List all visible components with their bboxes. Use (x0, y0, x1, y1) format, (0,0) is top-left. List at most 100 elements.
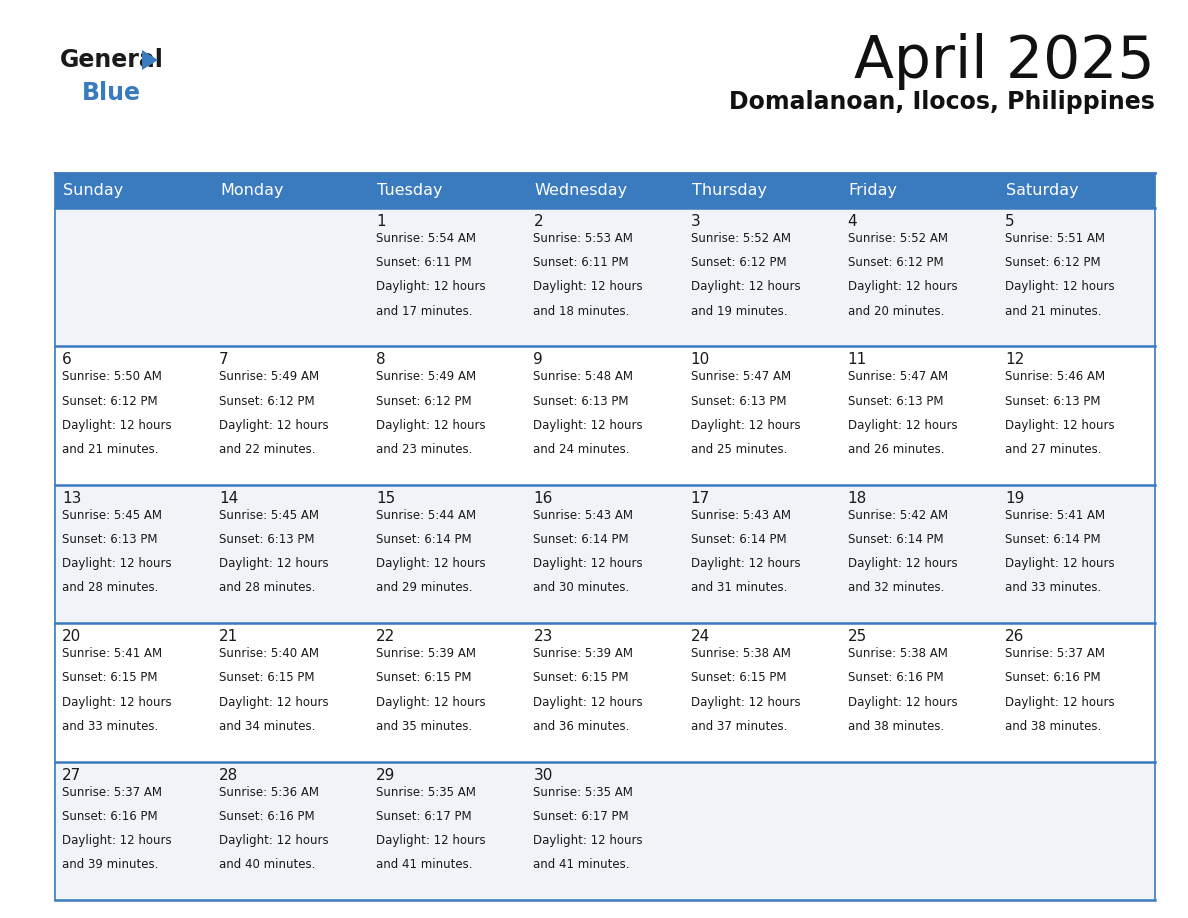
Text: Sunset: 6:15 PM: Sunset: 6:15 PM (533, 671, 628, 685)
Text: Sunrise: 5:37 AM: Sunrise: 5:37 AM (62, 786, 162, 799)
Text: and 39 minutes.: and 39 minutes. (62, 858, 158, 871)
Bar (55, 762, 1155, 900)
Text: and 18 minutes.: and 18 minutes. (533, 305, 630, 318)
Text: Daylight: 12 hours: Daylight: 12 hours (1005, 696, 1114, 709)
Text: Daylight: 12 hours: Daylight: 12 hours (62, 696, 171, 709)
Text: Domalanoan, Ilocos, Philippines: Domalanoan, Ilocos, Philippines (729, 90, 1155, 114)
Text: 13: 13 (62, 491, 81, 506)
Text: and 21 minutes.: and 21 minutes. (1005, 305, 1101, 318)
Text: Sunset: 6:12 PM: Sunset: 6:12 PM (690, 256, 786, 269)
Text: 9: 9 (533, 353, 543, 367)
Text: and 38 minutes.: and 38 minutes. (848, 720, 944, 733)
Text: Sunset: 6:16 PM: Sunset: 6:16 PM (1005, 671, 1100, 685)
Text: Daylight: 12 hours: Daylight: 12 hours (219, 557, 329, 570)
Text: 23: 23 (533, 629, 552, 644)
Text: Sunrise: 5:40 AM: Sunrise: 5:40 AM (219, 647, 320, 660)
Text: 26: 26 (1005, 629, 1024, 644)
Text: 15: 15 (377, 491, 396, 506)
Text: Daylight: 12 hours: Daylight: 12 hours (690, 419, 801, 431)
Text: 24: 24 (690, 629, 709, 644)
Text: 6: 6 (62, 353, 71, 367)
Text: Daylight: 12 hours: Daylight: 12 hours (848, 696, 958, 709)
Text: Sunrise: 5:48 AM: Sunrise: 5:48 AM (533, 370, 633, 384)
Text: Daylight: 12 hours: Daylight: 12 hours (377, 834, 486, 847)
Text: and 40 minutes.: and 40 minutes. (219, 858, 316, 871)
Text: Sunset: 6:13 PM: Sunset: 6:13 PM (219, 533, 315, 546)
Text: Daylight: 12 hours: Daylight: 12 hours (690, 696, 801, 709)
Text: Sunset: 6:15 PM: Sunset: 6:15 PM (219, 671, 315, 685)
Polygon shape (143, 50, 158, 70)
Text: and 41 minutes.: and 41 minutes. (377, 858, 473, 871)
Text: Sunset: 6:12 PM: Sunset: 6:12 PM (62, 395, 158, 408)
Text: 25: 25 (848, 629, 867, 644)
Text: Sunset: 6:13 PM: Sunset: 6:13 PM (848, 395, 943, 408)
Text: and 38 minutes.: and 38 minutes. (1005, 720, 1101, 733)
Text: Sunrise: 5:52 AM: Sunrise: 5:52 AM (690, 232, 790, 245)
Text: and 28 minutes.: and 28 minutes. (219, 581, 316, 595)
Text: and 20 minutes.: and 20 minutes. (848, 305, 944, 318)
Text: Sunset: 6:11 PM: Sunset: 6:11 PM (377, 256, 472, 269)
Text: and 17 minutes.: and 17 minutes. (377, 305, 473, 318)
Bar (841, 173, 998, 208)
Text: 1: 1 (377, 214, 386, 229)
Text: Sunday: Sunday (63, 183, 124, 198)
Text: 28: 28 (219, 767, 239, 783)
Text: Sunrise: 5:44 AM: Sunrise: 5:44 AM (377, 509, 476, 521)
Text: Daylight: 12 hours: Daylight: 12 hours (377, 419, 486, 431)
Text: Sunset: 6:14 PM: Sunset: 6:14 PM (533, 533, 630, 546)
Text: Daylight: 12 hours: Daylight: 12 hours (533, 419, 643, 431)
Text: 18: 18 (848, 491, 867, 506)
Text: 2: 2 (533, 214, 543, 229)
Text: Daylight: 12 hours: Daylight: 12 hours (533, 557, 643, 570)
Text: Sunrise: 5:47 AM: Sunrise: 5:47 AM (690, 370, 791, 384)
Text: Sunrise: 5:39 AM: Sunrise: 5:39 AM (377, 647, 476, 660)
Text: and 29 minutes.: and 29 minutes. (377, 581, 473, 595)
Text: Sunrise: 5:49 AM: Sunrise: 5:49 AM (219, 370, 320, 384)
Text: 3: 3 (690, 214, 700, 229)
Bar (213, 173, 369, 208)
Text: Sunrise: 5:41 AM: Sunrise: 5:41 AM (62, 647, 162, 660)
Text: Daylight: 12 hours: Daylight: 12 hours (690, 280, 801, 294)
Text: Sunset: 6:14 PM: Sunset: 6:14 PM (690, 533, 786, 546)
Text: Sunrise: 5:42 AM: Sunrise: 5:42 AM (848, 509, 948, 521)
Text: Sunrise: 5:54 AM: Sunrise: 5:54 AM (377, 232, 476, 245)
Text: Sunrise: 5:36 AM: Sunrise: 5:36 AM (219, 786, 320, 799)
Text: and 23 minutes.: and 23 minutes. (377, 443, 473, 456)
Text: and 31 minutes.: and 31 minutes. (690, 581, 786, 595)
Text: Sunrise: 5:45 AM: Sunrise: 5:45 AM (62, 509, 162, 521)
Text: 4: 4 (848, 214, 858, 229)
Text: Sunrise: 5:46 AM: Sunrise: 5:46 AM (1005, 370, 1105, 384)
Text: and 25 minutes.: and 25 minutes. (690, 443, 786, 456)
Text: Sunrise: 5:35 AM: Sunrise: 5:35 AM (377, 786, 476, 799)
Text: and 30 minutes.: and 30 minutes. (533, 581, 630, 595)
Text: and 34 minutes.: and 34 minutes. (219, 720, 316, 733)
Text: 11: 11 (848, 353, 867, 367)
Text: Sunrise: 5:43 AM: Sunrise: 5:43 AM (690, 509, 790, 521)
Text: and 28 minutes.: and 28 minutes. (62, 581, 158, 595)
Text: 16: 16 (533, 491, 552, 506)
Text: and 35 minutes.: and 35 minutes. (377, 720, 473, 733)
Text: Daylight: 12 hours: Daylight: 12 hours (533, 280, 643, 294)
Text: Daylight: 12 hours: Daylight: 12 hours (377, 280, 486, 294)
Text: Sunrise: 5:38 AM: Sunrise: 5:38 AM (690, 647, 790, 660)
Text: Daylight: 12 hours: Daylight: 12 hours (62, 557, 171, 570)
Text: Sunset: 6:11 PM: Sunset: 6:11 PM (533, 256, 630, 269)
Text: Daylight: 12 hours: Daylight: 12 hours (1005, 419, 1114, 431)
Text: Daylight: 12 hours: Daylight: 12 hours (1005, 557, 1114, 570)
Text: Sunset: 6:14 PM: Sunset: 6:14 PM (1005, 533, 1100, 546)
Text: 21: 21 (219, 629, 239, 644)
Text: and 41 minutes.: and 41 minutes. (533, 858, 630, 871)
Text: Sunset: 6:16 PM: Sunset: 6:16 PM (62, 810, 158, 823)
Text: Daylight: 12 hours: Daylight: 12 hours (533, 834, 643, 847)
Text: and 22 minutes.: and 22 minutes. (219, 443, 316, 456)
Bar (369, 173, 526, 208)
Text: and 27 minutes.: and 27 minutes. (1005, 443, 1101, 456)
Text: 30: 30 (533, 767, 552, 783)
Text: Sunset: 6:12 PM: Sunset: 6:12 PM (219, 395, 315, 408)
Text: Sunset: 6:12 PM: Sunset: 6:12 PM (848, 256, 943, 269)
Text: 8: 8 (377, 353, 386, 367)
Bar (55, 346, 1155, 485)
Text: 22: 22 (377, 629, 396, 644)
Text: Saturday: Saturday (1006, 183, 1079, 198)
Text: and 36 minutes.: and 36 minutes. (533, 720, 630, 733)
